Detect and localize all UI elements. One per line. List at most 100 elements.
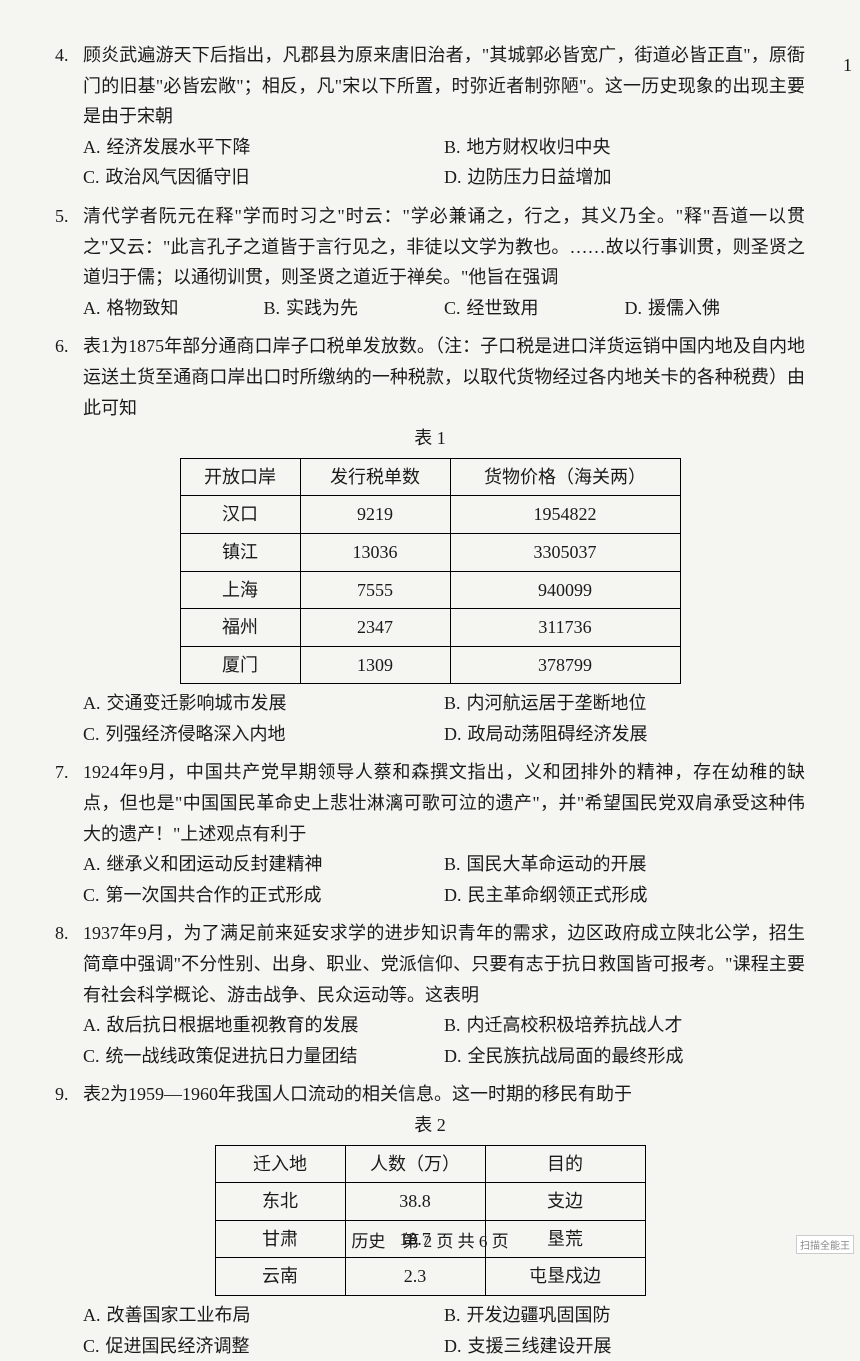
- option-label: C.: [83, 162, 100, 193]
- table-header-cell: 迁入地: [215, 1145, 345, 1183]
- question-number: 7.: [55, 757, 83, 849]
- option: C.经世致用: [444, 293, 625, 324]
- table-header-cell: 发行税单数: [300, 458, 450, 496]
- option-text: 经济发展水平下降: [107, 132, 251, 163]
- option: B.内河航运居于垄断地位: [444, 688, 805, 719]
- option: C.促进国民经济调整: [83, 1331, 444, 1361]
- question: 4.顾炎武遍游天下后指出，凡郡县为原来唐旧治者，"其城郭必皆宽广，街道必皆正直"…: [55, 40, 805, 193]
- table-row: 厦门1309378799: [180, 646, 680, 684]
- option-label: B.: [444, 688, 461, 719]
- option: B.国民大革命运动的开展: [444, 849, 805, 880]
- option-text: 民主革命纲领正式形成: [468, 880, 648, 911]
- question-stem: 4.顾炎武遍游天下后指出，凡郡县为原来唐旧治者，"其城郭必皆宽广，街道必皆正直"…: [55, 40, 805, 132]
- option: C.政治风气因循守旧: [83, 162, 444, 193]
- data-table: 开放口岸发行税单数货物价格（海关两）汉口92191954822镇江1303633…: [180, 458, 681, 685]
- option-text: 内河航运居于垄断地位: [467, 688, 647, 719]
- question-number: 8.: [55, 918, 83, 1010]
- table-header-cell: 货物价格（海关两）: [450, 458, 680, 496]
- option: A.交通变迁影响城市发展: [83, 688, 444, 719]
- question: 8.1937年9月，为了满足前来延安求学的进步知识青年的需求，边区政府成立陕北公…: [55, 918, 805, 1071]
- table-cell: 镇江: [180, 533, 300, 571]
- table-cell: 厦门: [180, 646, 300, 684]
- option-label: A.: [83, 132, 101, 163]
- table-cell: 1954822: [450, 496, 680, 534]
- table-cell: 3305037: [450, 533, 680, 571]
- option: D.政局动荡阻碍经济发展: [444, 719, 805, 750]
- table-cell: 云南: [215, 1258, 345, 1296]
- option: D.民主革命纲领正式形成: [444, 880, 805, 911]
- option: D.援儒入佛: [625, 293, 806, 324]
- question: 7.1924年9月，中国共产党早期领导人蔡和森撰文指出，义和团排外的精神，存在幼…: [55, 757, 805, 910]
- option: B.内迁高校积极培养抗战人才: [444, 1010, 805, 1041]
- table-header-cell: 人数（万）: [345, 1145, 485, 1183]
- option-text: 边防压力日益增加: [468, 162, 612, 193]
- option-label: C.: [83, 880, 100, 911]
- option: A.继承义和团运动反封建精神: [83, 849, 444, 880]
- option-label: C.: [83, 719, 100, 750]
- option: B.实践为先: [264, 293, 445, 324]
- option-text: 敌后抗日根据地重视教育的发展: [107, 1010, 359, 1041]
- table-cell: 屯垦戍边: [485, 1258, 645, 1296]
- question: 6.表1为1875年部分通商口岸子口税单发放数。（注：子口税是进口洋货运销中国内…: [55, 331, 805, 749]
- table-cell: 38.8: [345, 1183, 485, 1221]
- question-list: 4.顾炎武遍游天下后指出，凡郡县为原来唐旧治者，"其城郭必皆宽广，街道必皆正直"…: [55, 40, 805, 1361]
- page-margin-number: 1: [843, 55, 852, 76]
- option-label: D.: [444, 162, 462, 193]
- option: C.列强经济侵略深入内地: [83, 719, 444, 750]
- question-text: 表1为1875年部分通商口岸子口税单发放数。（注：子口税是进口洋货运销中国内地及…: [83, 331, 805, 423]
- option: D.支援三线建设开展: [444, 1331, 805, 1361]
- question-text: 清代学者阮元在释"学而时习之"时云："学必兼诵之，行之，其义乃全。"释"吾道一以…: [83, 201, 805, 293]
- table-cell: 2347: [300, 609, 450, 647]
- table-cell: 汉口: [180, 496, 300, 534]
- option: B.开发边疆巩固国防: [444, 1300, 805, 1331]
- question-text: 1924年9月，中国共产党早期领导人蔡和森撰文指出，义和团排外的精神，存在幼稚的…: [83, 757, 805, 849]
- table-cell: 378799: [450, 646, 680, 684]
- option: C.第一次国共合作的正式形成: [83, 880, 444, 911]
- table-row: 东北38.8支边: [215, 1183, 645, 1221]
- table-header-cell: 目的: [485, 1145, 645, 1183]
- option-text: 改善国家工业布局: [107, 1300, 251, 1331]
- option: A.格物致知: [83, 293, 264, 324]
- option-text: 开发边疆巩固国防: [467, 1300, 611, 1331]
- question-stem: 7.1924年9月，中国共产党早期领导人蔡和森撰文指出，义和团排外的精神，存在幼…: [55, 757, 805, 849]
- option-label: B.: [444, 132, 461, 163]
- page-footer: 历史 第 2 页 共 6 页: [0, 1227, 860, 1252]
- options-container: A.继承义和团运动反封建精神B.国民大革命运动的开展C.第一次国共合作的正式形成…: [55, 849, 805, 910]
- option-text: 地方财权收归中央: [467, 132, 611, 163]
- options-container: A.格物致知B.实践为先C.经世致用D.援儒入佛: [55, 293, 805, 324]
- table-cell: 东北: [215, 1183, 345, 1221]
- option-label: D.: [444, 880, 462, 911]
- table-cell: 上海: [180, 571, 300, 609]
- option-label: D.: [625, 293, 643, 324]
- option-label: B.: [264, 293, 281, 324]
- options-container: A.交通变迁影响城市发展B.内河航运居于垄断地位C.列强经济侵略深入内地D.政局…: [55, 688, 805, 749]
- table-cell: 福州: [180, 609, 300, 647]
- table-header-cell: 开放口岸: [180, 458, 300, 496]
- option-label: C.: [83, 1041, 100, 1072]
- option-text: 继承义和团运动反封建精神: [107, 849, 323, 880]
- option-label: A.: [83, 293, 101, 324]
- option: D.边防压力日益增加: [444, 162, 805, 193]
- options-container: A.改善国家工业布局B.开发边疆巩固国防C.促进国民经济调整D.支援三线建设开展: [55, 1300, 805, 1361]
- option-label: D.: [444, 719, 462, 750]
- option-text: 支援三线建设开展: [468, 1331, 612, 1361]
- option-text: 促进国民经济调整: [106, 1331, 250, 1361]
- watermark: 扫描全能王: [796, 1235, 854, 1254]
- table-row: 福州2347311736: [180, 609, 680, 647]
- question-text: 1937年9月，为了满足前来延安求学的进步知识青年的需求，边区政府成立陕北公学，…: [83, 918, 805, 1010]
- option-text: 政局动荡阻碍经济发展: [468, 719, 648, 750]
- option-text: 统一战线政策促进抗日力量团结: [106, 1041, 358, 1072]
- option-text: 交通变迁影响城市发展: [107, 688, 287, 719]
- options-container: A.经济发展水平下降B.地方财权收归中央C.政治风气因循守旧D.边防压力日益增加: [55, 132, 805, 193]
- option-text: 经世致用: [467, 293, 539, 324]
- option-text: 全民族抗战局面的最终形成: [468, 1041, 684, 1072]
- option-text: 格物致知: [107, 293, 179, 324]
- table-cell: 940099: [450, 571, 680, 609]
- option-text: 国民大革命运动的开展: [467, 849, 647, 880]
- question: 9.表2为1959—1960年我国人口流动的相关信息。这一时期的移民有助于表 2…: [55, 1079, 805, 1361]
- option-text: 政治风气因循守旧: [106, 162, 250, 193]
- options-container: A.敌后抗日根据地重视教育的发展B.内迁高校积极培养抗战人才C.统一战线政策促进…: [55, 1010, 805, 1071]
- option-text: 列强经济侵略深入内地: [106, 719, 286, 750]
- table-cell: 2.3: [345, 1258, 485, 1296]
- option-label: C.: [444, 293, 461, 324]
